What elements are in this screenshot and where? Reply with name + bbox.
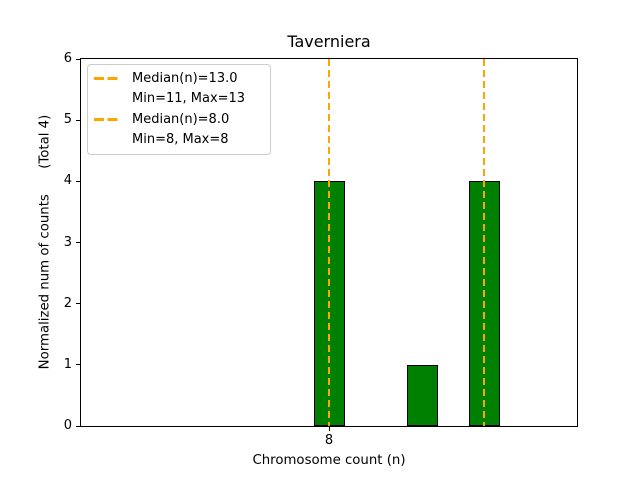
median-lines-layer (81, 59, 577, 426)
bar (406, 364, 438, 426)
legend-label: Min=8, Max=8 (132, 132, 229, 148)
y-tick-label: 6 (63, 51, 72, 66)
legend-entry: Min=11, Max=13 (94, 89, 270, 110)
x-tick-mark (328, 427, 330, 431)
legend-label: Median(n)=13.0 (132, 70, 238, 86)
x-axis-label: Chromosome count (n) (252, 453, 406, 468)
chart-title: Taverniera (287, 32, 371, 51)
dashed-line-icon (94, 117, 119, 121)
y-axis-label: Normalized num of counts (Total 4) (37, 114, 53, 370)
x-tick-label: 8 (324, 433, 334, 448)
legend-entry: Min=8, Max=8 (94, 130, 270, 151)
legend-label: Median(n)=8.0 (132, 111, 230, 127)
empty-handle (94, 97, 119, 100)
legend-entry: Median(n)=8.0 (94, 109, 270, 130)
median-line (483, 59, 485, 426)
legend: Median(n)=13.0 Min=11, Max=13 Median(n)=… (87, 64, 271, 155)
y-tick-label: 0 (63, 418, 72, 433)
dashed-line-icon (94, 76, 119, 80)
plot-area: Median(n)=13.0 Min=11, Max=13 Median(n)=… (80, 58, 578, 427)
legend-entry: Median(n)=13.0 (94, 68, 270, 89)
empty-handle (94, 138, 119, 141)
legend-label: Min=11, Max=13 (132, 91, 246, 107)
median-line (328, 59, 330, 426)
